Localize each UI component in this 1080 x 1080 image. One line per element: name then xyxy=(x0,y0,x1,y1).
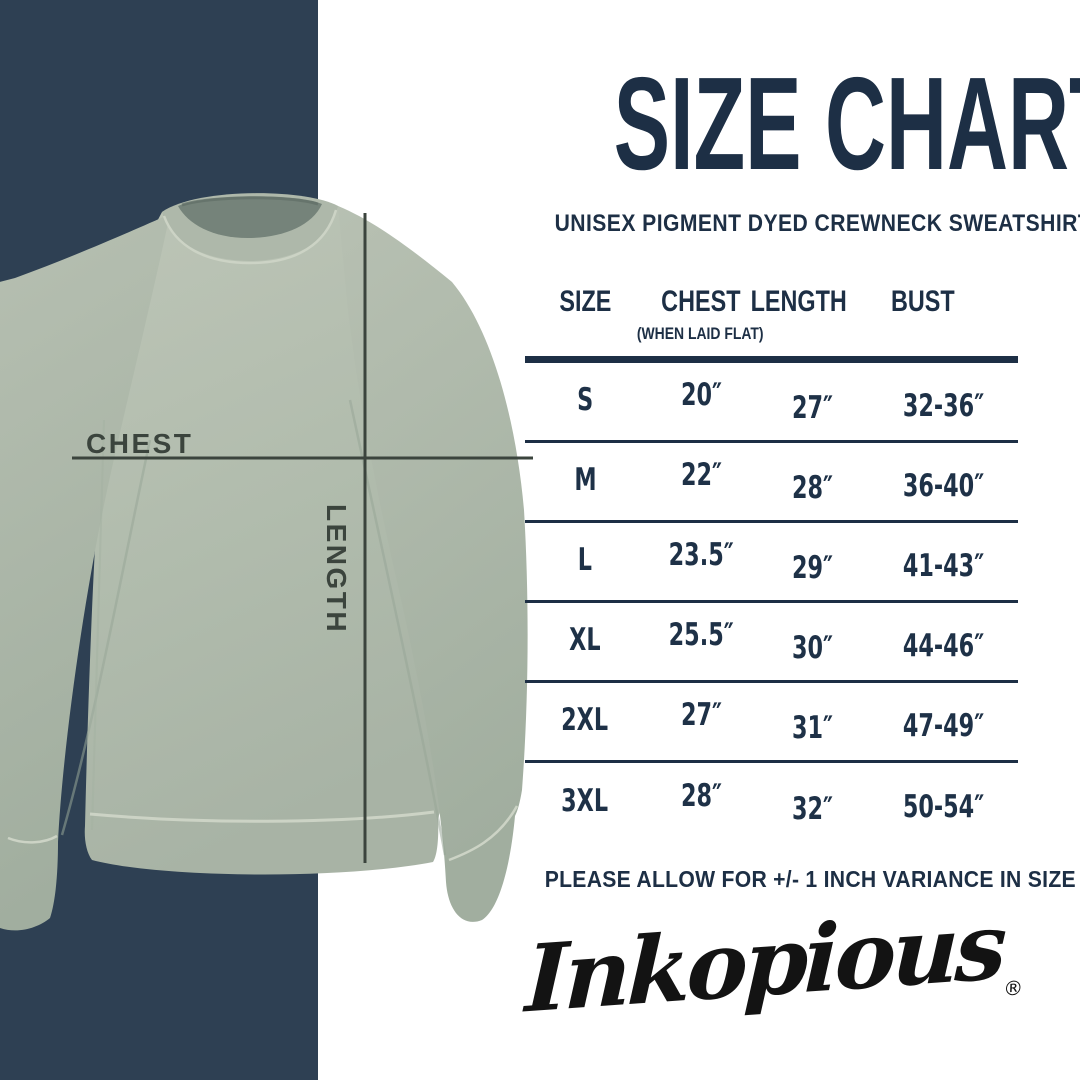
cell-size: L xyxy=(577,541,593,578)
cell-size: S xyxy=(576,381,594,418)
brand-logo: Inkopious® xyxy=(523,891,1024,1034)
cell-size: M xyxy=(573,461,597,498)
product-subtitle: UNISEX PIGMENT DYED CREWNECK SWEATSHIRT xyxy=(554,210,1080,237)
table-row: M 22″ 28″ 36-40″ xyxy=(525,443,1018,523)
cell-chest: 27″ xyxy=(680,696,722,733)
sweatshirt-right-sleeve xyxy=(338,206,528,922)
cell-bust: 44-46″ xyxy=(902,627,984,664)
table-row: 3XL 28″ 32″ 50-54″ xyxy=(525,763,1018,843)
sweatshirt-body xyxy=(84,194,445,875)
size-chart-panel: SIZE CHART UNISEX PIGMENT DYED CREWNECK … xyxy=(523,0,1080,1080)
column-header-size: SIZE xyxy=(558,285,612,318)
cell-length: 30″ xyxy=(791,629,834,666)
table-row: L 23.5″ 29″ 41-43″ xyxy=(525,523,1018,603)
cell-chest: 20″ xyxy=(680,376,722,413)
table-row: S 20″ 27″ 32-36″ xyxy=(525,363,1018,443)
table-header-rule xyxy=(525,356,1018,363)
size-table: S 20″ 27″ 32-36″ M 22″ 28″ 36-40″ L 23.5… xyxy=(525,363,1018,843)
column-header-chest: CHEST xyxy=(661,285,741,318)
table-row: 2XL 27″ 31″ 47-49″ xyxy=(525,683,1018,763)
column-header-bust: BUST xyxy=(891,285,955,318)
cell-size: 3XL xyxy=(561,783,609,819)
neck-opening xyxy=(178,196,322,238)
table-row: XL 25.5″ 30″ 44-46″ xyxy=(525,603,1018,683)
cell-length: 27″ xyxy=(791,389,834,426)
registered-mark: ® xyxy=(1002,975,1024,1001)
variance-note: PLEASE ALLOW FOR +/- 1 INCH VARIANCE IN … xyxy=(544,866,1076,892)
cell-chest: 22″ xyxy=(680,456,722,493)
chest-note: (WHEN LAID FLAT) xyxy=(636,324,764,343)
cell-bust: 47-49″ xyxy=(902,707,984,744)
cell-chest: 23.5″ xyxy=(668,536,734,573)
cell-length: 28″ xyxy=(791,469,834,506)
cell-chest: 28″ xyxy=(680,778,722,814)
cell-bust: 32-36″ xyxy=(902,387,984,424)
page-title: SIZE CHART xyxy=(613,50,1080,197)
sweatshirt-left-sleeve xyxy=(0,214,170,931)
cell-bust: 36-40″ xyxy=(902,467,984,504)
cell-bust: 50-54″ xyxy=(902,789,984,825)
length-measure-label: LENGTH xyxy=(321,504,352,635)
cell-length: 29″ xyxy=(791,549,834,586)
brand-name: Inkopious xyxy=(523,891,1005,1034)
cell-bust: 41-43″ xyxy=(902,547,984,584)
cell-length: 32″ xyxy=(791,791,834,827)
cell-chest: 25.5″ xyxy=(668,616,734,653)
cell-size: 2XL xyxy=(561,701,609,738)
cell-length: 31″ xyxy=(791,709,834,746)
cell-size: XL xyxy=(569,621,601,658)
column-header-length: LENGTH xyxy=(750,285,847,318)
chest-measure-label: CHEST xyxy=(86,428,194,459)
